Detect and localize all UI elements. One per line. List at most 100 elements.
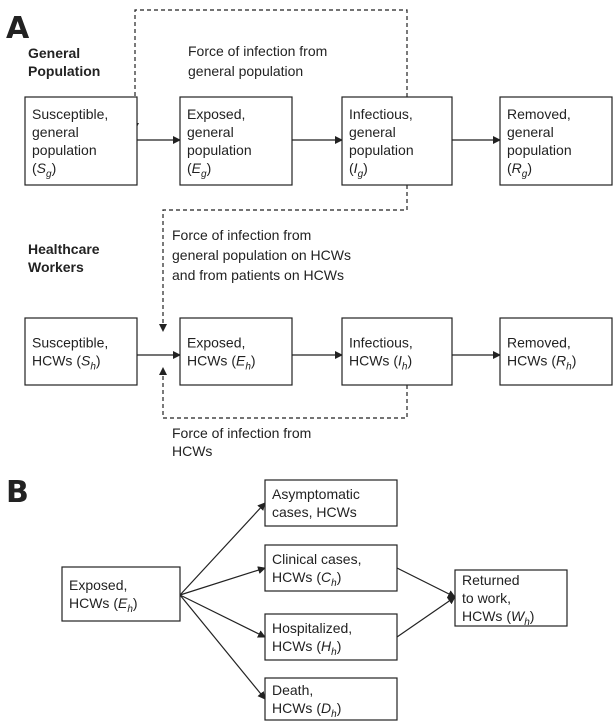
node-box — [264, 479, 398, 527]
node-label: population — [187, 142, 252, 158]
node-symbol: HCWs (Wh) — [462, 608, 534, 628]
symbol-post: ) — [133, 595, 138, 611]
label-line: Force of infection from — [172, 425, 311, 441]
node-symbol: (Rg) — [507, 160, 532, 180]
symbol-sub: h — [402, 362, 408, 373]
label-line: HCWs — [172, 443, 212, 459]
symbol-pre: HCWs ( — [462, 608, 511, 624]
node: Susceptible, general population (Sg) — [24, 96, 138, 186]
symbol-pre: HCWs ( — [272, 700, 321, 716]
arrows — [131, 9, 501, 700]
symbol-pre: HCWs ( — [349, 353, 398, 369]
node-label: to work, — [462, 590, 511, 606]
symbol-post: ) — [363, 160, 368, 176]
symbol-post: ) — [96, 353, 101, 369]
symbol-pre: HCWs ( — [507, 353, 556, 369]
label-line: Workers — [28, 259, 84, 275]
symbol-post: ) — [52, 160, 57, 176]
symbol: R — [512, 160, 522, 176]
symbol: E — [236, 353, 246, 369]
symbol-pre: ( — [349, 160, 354, 176]
symbol: R — [556, 353, 566, 369]
node-symbol: (Sg) — [32, 160, 56, 180]
node-label: general — [187, 124, 234, 140]
label-line: general population on HCWs — [172, 247, 351, 263]
symbol-sub: h — [127, 604, 133, 615]
node-label: Clinical cases, — [272, 551, 361, 567]
node: Infectious, HCWs (Ih) — [341, 317, 453, 386]
symbol-post: ) — [407, 353, 412, 369]
node-symbol: HCWs (Dh) — [272, 700, 341, 720]
symbol-sub: g — [522, 169, 528, 180]
node-label: Death, — [272, 682, 313, 698]
node: Susceptible, HCWs (Sh) — [24, 317, 138, 386]
node-symbol: (Ig) — [349, 160, 368, 180]
symbol-sub: g — [201, 169, 207, 180]
panel-letter: B — [6, 475, 29, 510]
symbol-post: ) — [251, 353, 256, 369]
symbol: I — [398, 353, 402, 369]
node-label: general — [349, 124, 396, 140]
label-line: Population — [28, 63, 100, 79]
node-symbol: (Eg) — [187, 160, 211, 180]
node-box — [24, 317, 138, 386]
symbol: E — [192, 160, 202, 176]
symbol-pre: HCWs ( — [187, 353, 236, 369]
node-label: Removed, — [507, 335, 571, 351]
node-label: population — [507, 142, 572, 158]
symbol: I — [354, 160, 358, 176]
symbol-post: ) — [572, 353, 577, 369]
node-label: Returned — [462, 572, 520, 588]
symbol-post: ) — [337, 700, 342, 716]
label-line: General — [28, 45, 80, 61]
node-label: population — [32, 142, 97, 158]
node-box — [264, 613, 398, 661]
symbol-sub: h — [331, 647, 337, 658]
node-label: Susceptible, — [32, 335, 108, 351]
symbol: C — [321, 569, 332, 585]
symbol-post: ) — [527, 160, 532, 176]
node-box — [341, 317, 453, 386]
node: Removed, general population (Rg) — [499, 96, 613, 186]
symbol-sub: g — [46, 169, 52, 180]
node-box — [264, 544, 398, 592]
node-label: Asymptomatic — [272, 486, 360, 502]
node: Hospitalized, HCWs (Hh) — [264, 613, 398, 661]
node-box — [24, 96, 138, 186]
symbol-post: ) — [207, 160, 212, 176]
symbol-pre: HCWs ( — [32, 353, 81, 369]
node-label: Exposed, — [69, 577, 127, 593]
symbol-pre: ( — [32, 160, 37, 176]
node: Clinical cases, HCWs (Ch) — [264, 544, 398, 592]
node-symbol: HCWs (Eh) — [187, 353, 256, 373]
node-label: Infectious, — [349, 106, 413, 122]
node-box — [61, 566, 181, 622]
symbol-post: ) — [337, 638, 342, 654]
node-box — [341, 96, 453, 186]
node-box — [499, 317, 613, 386]
node: Death, HCWs (Dh) — [264, 677, 398, 721]
node-symbol: HCWs (Hh) — [272, 638, 341, 658]
symbol-sub: g — [358, 169, 364, 180]
panel-letter: A — [6, 11, 30, 46]
node-box — [179, 317, 293, 386]
label-line: Force of infection from — [188, 43, 327, 59]
node-label: Susceptible, — [32, 106, 108, 122]
node-box — [499, 96, 613, 186]
symbol: S — [81, 353, 91, 369]
symbol-sub: h — [245, 362, 251, 373]
label-line: Force of infection from — [172, 227, 311, 243]
node: Returned to work, HCWs (Wh) — [454, 569, 568, 628]
node-label: Infectious, — [349, 335, 413, 351]
node-symbol: HCWs (Ch) — [272, 569, 341, 589]
node: Exposed, HCWs (Eh) — [179, 317, 293, 386]
node-label: Exposed, — [187, 106, 245, 122]
symbol-sub: h — [331, 578, 337, 589]
node-symbol: HCWs (Rh) — [507, 353, 576, 373]
symbol-sub: h — [524, 617, 530, 628]
node: Infectious, general population (Ig) — [341, 96, 453, 186]
symbol-pre: HCWs ( — [272, 638, 321, 654]
label-line: general population — [188, 63, 303, 79]
symbol: S — [37, 160, 47, 176]
symbol-post: ) — [337, 569, 342, 585]
